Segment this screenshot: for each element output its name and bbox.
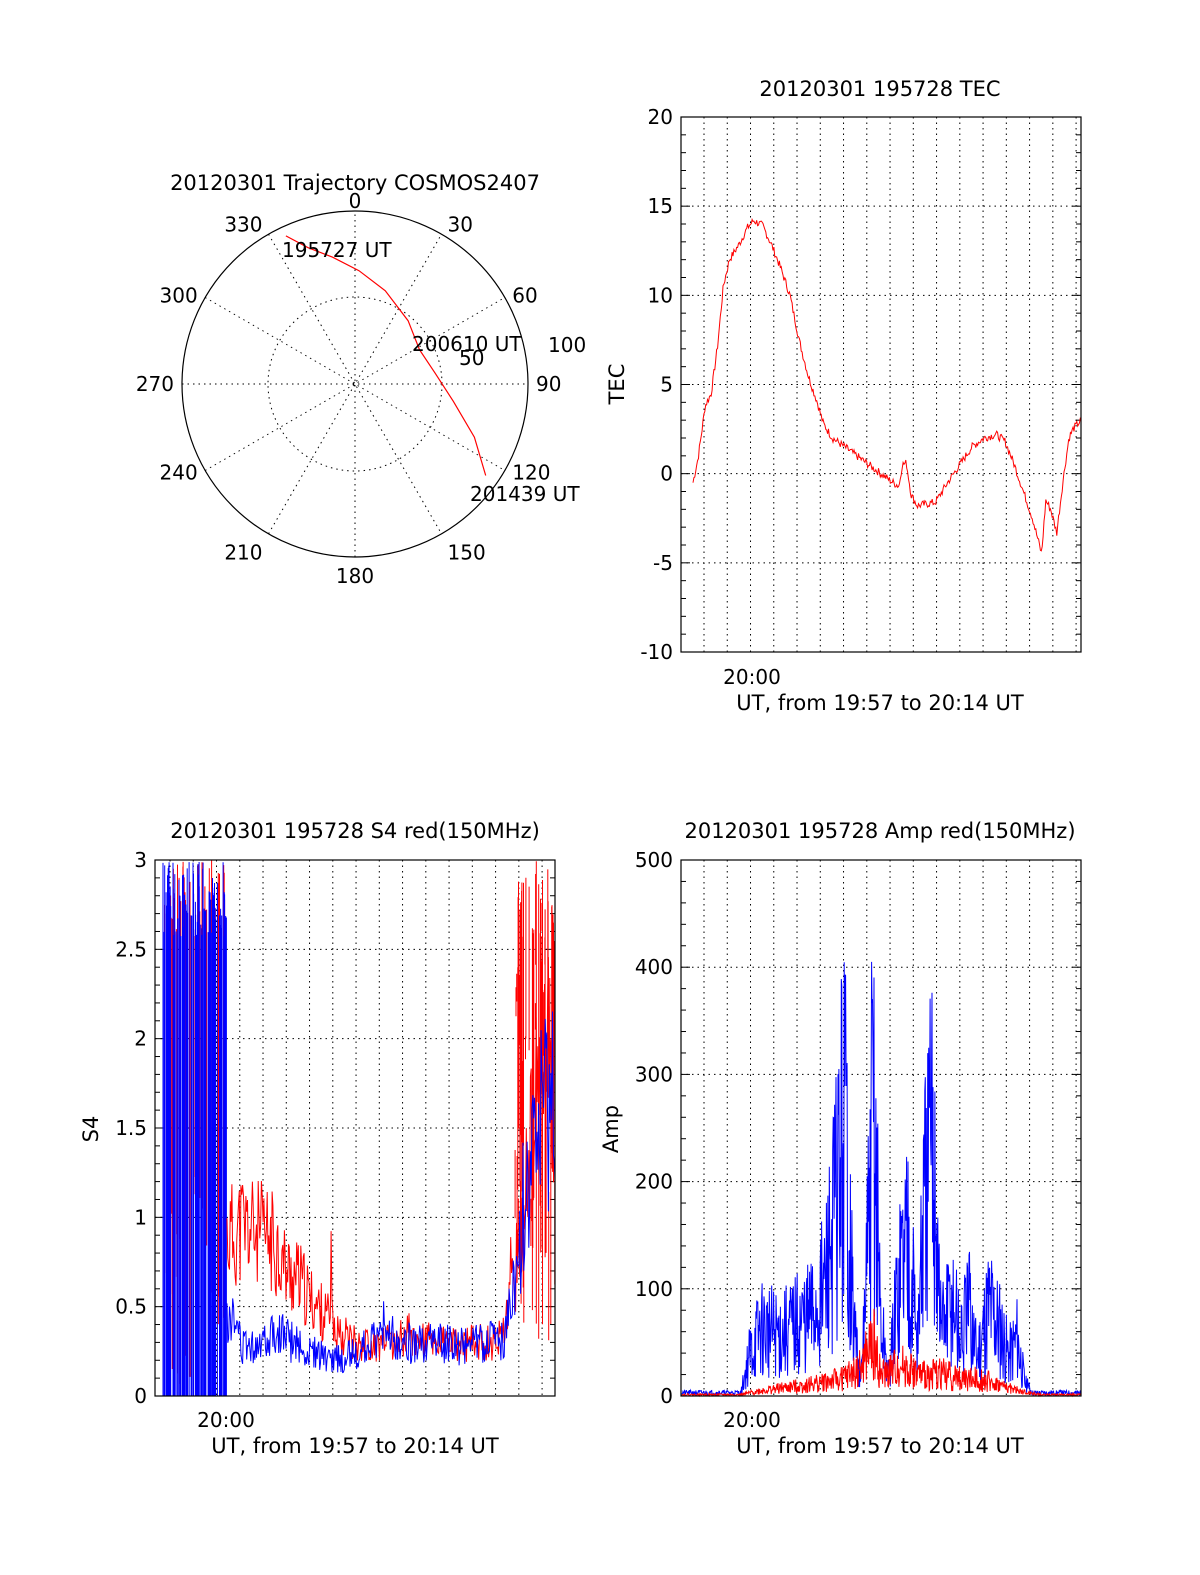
amp-x-tick-label: 20:00	[723, 1408, 781, 1432]
radial-label-100: 100	[548, 333, 586, 357]
amp-blue-line	[680, 961, 1082, 1397]
polar-spoke-120	[204, 297, 506, 471]
azimuth-label-120: 120	[512, 461, 550, 485]
azimuth-label-0: 0	[349, 189, 362, 213]
s4-series	[162, 860, 556, 1396]
tec-x-label: UT, from 19:57 to 20:14 UT	[736, 691, 1024, 715]
tec-y-label: TEC	[605, 364, 629, 406]
s4-red-line	[226, 940, 556, 1362]
trajectory-polar-plot: 20120301 Trajectory COSMOS2407 0 30 60 90 12…	[136, 171, 586, 588]
amp-ytick-label: 500	[635, 848, 673, 872]
tec-plot-frame	[680, 116, 1082, 653]
polar-outer-circle	[181, 210, 529, 558]
s4-ytick-label: 0	[134, 1384, 147, 1408]
tec-y-tick-labels: -10 -5 0 5 10 15 20	[640, 105, 673, 664]
s4-title: 20120301 195728 S4 red(150MHz)	[170, 819, 540, 843]
tec-ytick-label: 15	[648, 194, 673, 218]
amp-ytick-label: 400	[635, 955, 673, 979]
tec-grid	[681, 116, 1081, 653]
azimuth-label-30: 30	[448, 213, 473, 237]
s4-x-tick-label: 20:00	[197, 1408, 255, 1432]
tec-ytick-label: -10	[640, 640, 673, 664]
s4-plot-frame	[154, 859, 556, 1397]
trajectory-line	[285, 235, 487, 476]
s4-y-tick-labels: 0 0.5 1 1.5 2 2.5 3	[115, 848, 147, 1408]
s4-chart: 20120301 195728 S4 red(150MHz) 0 0.5 1 1.5 2…	[79, 819, 556, 1458]
azimuth-label-150: 150	[448, 540, 486, 564]
trajectory-start-annotation: 195727 UT	[282, 238, 392, 262]
polar-spoke-60	[204, 297, 506, 471]
tec-ytick-label: 20	[648, 105, 673, 129]
polar-grid-circle-50	[267, 296, 443, 472]
azimuth-label-240: 240	[160, 461, 198, 485]
polar-azimuth-labels: 0 30 60 90 120 150 180 210 240 270 300 330	[136, 189, 562, 588]
amp-plot-frame	[680, 859, 1082, 1397]
s4-ytick-label: 2	[134, 1027, 147, 1051]
s4-ytick-label: 1.5	[115, 1116, 147, 1140]
trajectory-title: 20120301 Trajectory COSMOS2407	[170, 171, 540, 195]
polar-spoke-150	[268, 233, 442, 535]
amp-y-label: Amp	[599, 1105, 623, 1153]
s4-ytick-label: 3	[134, 848, 147, 872]
s4-ytick-label: 1	[134, 1205, 147, 1229]
azimuth-label-90: 90	[536, 372, 561, 396]
amp-red-line	[681, 1308, 1081, 1398]
tec-x-tick-label: 20:00	[723, 665, 781, 689]
amp-x-label: UT, from 19:57 to 20:14 UT	[736, 1434, 1024, 1458]
s4-blue-line	[226, 1011, 556, 1374]
amp-title: 20120301 195728 Amp red(150MHz)	[684, 819, 1075, 843]
azimuth-label-60: 60	[512, 284, 537, 308]
tec-series	[692, 217, 1081, 552]
s4-y-label: S4	[79, 1116, 103, 1143]
azimuth-label-330: 330	[224, 213, 262, 237]
polar-trajectory-series	[285, 235, 487, 476]
trajectory-mid-annotation: 200610 UT	[412, 332, 522, 356]
tec-ytick-label: -5	[653, 551, 673, 575]
tec-title: 20120301 195728 TEC	[759, 77, 1000, 101]
amp-ytick-label: 100	[635, 1277, 673, 1301]
tec-ytick-label: 5	[660, 373, 673, 397]
azimuth-label-180: 180	[336, 564, 374, 588]
trajectory-end-annotation: 201439 UT	[470, 482, 580, 506]
amp-grid	[681, 859, 1081, 1397]
amp-series	[680, 961, 1082, 1398]
amp-chart: 20120301 195728 Amp red(150MHz) 0 100 200 3…	[599, 819, 1082, 1458]
s4-x-label: UT, from 19:57 to 20:14 UT	[211, 1434, 499, 1458]
azimuth-label-210: 210	[224, 540, 262, 564]
tec-ytick-label: 10	[648, 283, 673, 307]
amp-ytick-label: 300	[635, 1062, 673, 1086]
tec-line	[692, 217, 1081, 552]
tec-ytick-label: 0	[660, 462, 673, 486]
amp-y-tick-labels: 0 100 200 300 400 500	[635, 848, 673, 1408]
s4-blue-start-spikes	[162, 862, 227, 1396]
azimuth-label-300: 300	[160, 284, 198, 308]
amp-ytick-label: 0	[660, 1384, 673, 1408]
polar-spoke-30	[268, 233, 442, 535]
azimuth-label-270: 270	[136, 372, 174, 396]
radial-label-50: 50	[459, 346, 484, 370]
s4-ytick-label: 0.5	[115, 1295, 147, 1319]
s4-ytick-label: 2.5	[115, 937, 147, 961]
amp-ytick-label: 200	[635, 1170, 673, 1194]
